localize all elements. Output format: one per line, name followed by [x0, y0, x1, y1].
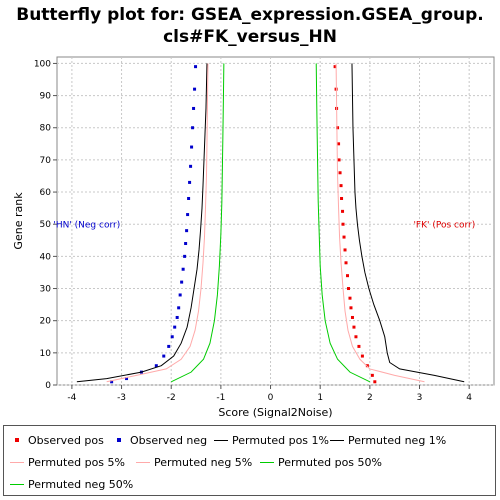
y-tick-label: 20 — [40, 317, 52, 327]
data-point — [183, 255, 186, 258]
annotation-pos-corr: 'FK' (Pos corr) — [413, 220, 475, 230]
data-point — [371, 374, 374, 377]
x-tick-label: -3 — [117, 393, 126, 403]
data-point — [184, 242, 187, 245]
data-point — [179, 293, 182, 296]
legend-item: Permuted pos 50% — [260, 452, 382, 472]
legend-label: Permuted neg 50% — [28, 478, 133, 491]
x-tick-label: 2 — [367, 393, 373, 403]
y-tick-label: 80 — [40, 124, 52, 134]
x-tick-label: 0 — [268, 393, 274, 403]
data-point — [352, 326, 355, 329]
legend-label: Permuted neg 5% — [154, 456, 252, 469]
legend-item: Permuted neg 5% — [136, 452, 252, 472]
data-point — [345, 261, 348, 264]
data-point — [186, 213, 189, 216]
x-axis-label: Score (Signal2Noise) — [218, 406, 332, 419]
data-point — [188, 181, 191, 184]
y-axis-label: Gene rank — [12, 192, 25, 250]
data-point — [344, 248, 347, 251]
data-point — [339, 171, 342, 174]
y-tick-label: 70 — [40, 156, 52, 166]
legend-swatch — [330, 435, 344, 445]
legend-item: Observed pos — [10, 430, 104, 450]
y-tick-label: 30 — [40, 285, 52, 295]
data-point — [182, 268, 185, 271]
data-point — [187, 197, 190, 200]
data-point — [342, 223, 345, 226]
legend-swatch — [112, 435, 126, 445]
data-point — [351, 316, 354, 319]
data-point — [173, 326, 176, 329]
legend-swatch — [136, 457, 150, 467]
x-tick-label: -2 — [167, 393, 176, 403]
data-point — [177, 306, 180, 309]
legend-label: Permuted pos 50% — [278, 456, 382, 469]
legend-item: Observed neg — [112, 430, 207, 450]
data-point — [167, 345, 170, 348]
y-tick-label: 10 — [40, 349, 52, 359]
butterfly-plot: -4 -3 -2 -1 0 1 2 3 40102030405060708090100 Scor… — [0, 0, 500, 425]
legend-item: Permuted pos 5% — [10, 452, 125, 472]
data-point — [162, 355, 165, 358]
y-tick-label: 50 — [40, 220, 52, 230]
legend-swatch — [10, 457, 24, 467]
legend-item: Permuted pos 1% — [214, 430, 329, 450]
data-point — [373, 380, 376, 383]
y-tick-label: 40 — [40, 252, 52, 262]
data-point — [193, 88, 196, 91]
legend-item: Permuted neg 1% — [330, 430, 446, 450]
data-point — [180, 281, 183, 284]
annotation-neg-corr: 'HN' (Neg corr) — [53, 220, 120, 230]
data-point — [190, 146, 193, 149]
legend-swatch — [214, 435, 228, 445]
data-point — [341, 210, 344, 213]
legend-label: Observed pos — [28, 434, 104, 447]
data-point — [171, 335, 174, 338]
data-point — [189, 165, 192, 168]
data-point — [194, 65, 197, 68]
legend-label: Observed neg — [130, 434, 207, 447]
y-tick-label: 100 — [34, 59, 51, 69]
data-point — [192, 107, 195, 110]
data-point — [343, 236, 346, 239]
legend-label: Permuted neg 1% — [348, 434, 446, 447]
data-point — [348, 297, 351, 300]
x-tick-label: 1 — [317, 393, 323, 403]
data-point — [357, 345, 360, 348]
y-tick-label: 60 — [40, 188, 52, 198]
y-tick-label: 0 — [45, 381, 51, 391]
data-point — [340, 184, 343, 187]
legend-swatch — [260, 457, 274, 467]
x-tick-label: 3 — [417, 393, 423, 403]
data-point — [361, 355, 364, 358]
legend-item: Permuted neg 50% — [10, 474, 133, 494]
data-point — [346, 274, 349, 277]
data-point — [340, 197, 343, 200]
data-point — [191, 126, 194, 129]
x-tick-label: 4 — [466, 393, 472, 403]
data-point — [185, 229, 188, 232]
data-point — [338, 158, 341, 161]
legend-swatch — [10, 435, 24, 445]
legend-label: Permuted pos 1% — [232, 434, 329, 447]
data-point — [354, 335, 357, 338]
legend-label: Permuted pos 5% — [28, 456, 125, 469]
data-point — [176, 316, 179, 319]
legend: Observed pos Observed neg Permuted pos 1% P… — [3, 425, 496, 496]
x-tick-label: -1 — [216, 393, 225, 403]
data-point — [349, 306, 352, 309]
y-tick-label: 90 — [40, 92, 52, 102]
data-point — [347, 287, 350, 290]
legend-swatch — [10, 479, 24, 489]
x-tick-label: -4 — [67, 393, 76, 403]
